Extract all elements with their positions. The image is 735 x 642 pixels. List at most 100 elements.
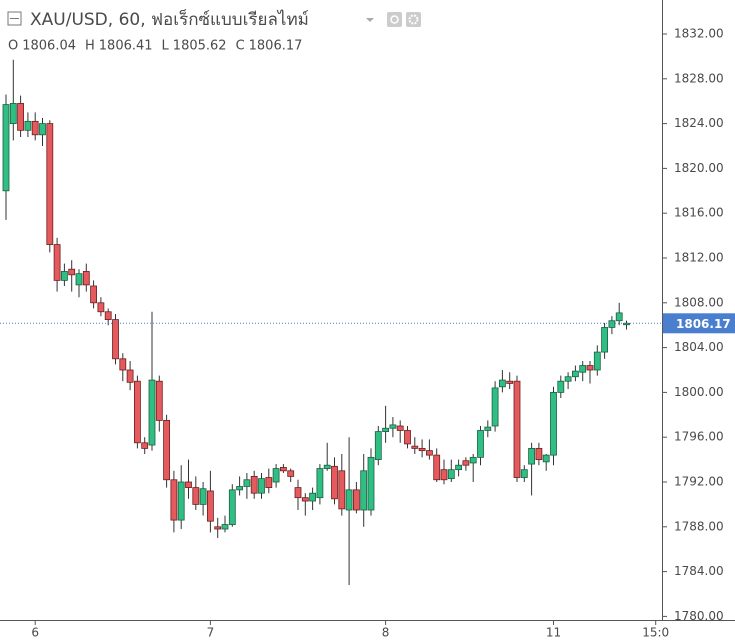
candle-body <box>126 369 134 383</box>
candle-body <box>345 489 353 511</box>
x-tick-label: 15:0 <box>642 626 669 640</box>
candle-body <box>586 365 594 371</box>
candle-body <box>39 123 46 136</box>
candle-body <box>462 460 470 466</box>
candle-body <box>61 271 68 281</box>
candle-body <box>535 447 543 460</box>
candle-body <box>608 320 616 328</box>
candle-body <box>520 469 528 478</box>
y-tick-label: 1812.00 <box>674 251 724 265</box>
candle-body <box>579 365 587 373</box>
legend-value: 1805.62 <box>173 39 227 54</box>
candle-body <box>97 302 105 313</box>
candle-body <box>331 465 338 500</box>
y-tick-label: 1804.00 <box>674 340 724 354</box>
candle-body <box>279 467 287 472</box>
x-tick-label: 7 <box>207 626 215 640</box>
candle-body <box>2 104 10 192</box>
candle-body <box>352 489 360 511</box>
candle-body <box>46 123 54 245</box>
candle-body <box>250 475 258 494</box>
candle-body <box>31 120 39 136</box>
candle-body <box>24 120 32 131</box>
ohlc-legend: O 1806.04 H 1806.41 L 1805.62 C 1806.17 <box>8 39 302 54</box>
candle-body <box>418 447 426 452</box>
x-tick-label: 11 <box>546 626 561 640</box>
candle-body <box>90 285 97 304</box>
candle-body <box>425 450 433 456</box>
candle-body <box>382 427 390 432</box>
y-tick-label: 1792.00 <box>674 475 724 489</box>
candle-body <box>68 268 76 276</box>
y-tick-label: 1788.00 <box>674 519 724 533</box>
plot-area <box>0 59 662 586</box>
candle-body <box>498 379 506 388</box>
chart-title: XAU/USD, 60, ฟอเร็กซ์แบบเรียลไทม์ <box>30 8 309 30</box>
candle-body <box>141 442 149 449</box>
candle-body <box>593 351 601 371</box>
collapse-icon[interactable] <box>7 11 22 26</box>
legend-value: 1806.04 <box>22 39 76 54</box>
candle-body <box>557 380 565 393</box>
candle-body <box>484 426 492 431</box>
y-tick-label: 1796.00 <box>674 430 724 444</box>
candle-body <box>447 469 455 480</box>
candle-body <box>572 370 579 378</box>
candle-body <box>236 486 244 491</box>
candle-body <box>53 244 61 281</box>
candle-body <box>528 447 535 465</box>
settings-button[interactable] <box>406 12 421 27</box>
candle-body <box>389 424 397 429</box>
candle-body <box>170 479 178 521</box>
candle-body <box>360 470 368 511</box>
legend-key: L <box>162 39 170 54</box>
eye-icon <box>390 15 399 24</box>
candle-body <box>316 468 324 499</box>
candle-body <box>411 445 419 449</box>
gear-icon <box>408 14 419 25</box>
candle-body <box>455 464 463 471</box>
dropdown-arrow[interactable] <box>366 18 374 22</box>
candle-body <box>564 376 572 382</box>
last-price-label: 1806.17 <box>676 317 731 331</box>
candle-body <box>177 481 185 521</box>
candle-body <box>133 380 141 444</box>
candle-body <box>301 497 309 502</box>
candle-body <box>9 103 17 125</box>
eye-button[interactable] <box>387 12 402 27</box>
y-tick-label: 1828.00 <box>674 71 724 85</box>
candle-body <box>155 380 163 421</box>
y-tick-label: 1824.00 <box>674 116 724 130</box>
candle-body <box>17 103 25 131</box>
candle-body <box>404 430 411 445</box>
candle-body <box>513 380 521 478</box>
candle-body <box>148 379 156 446</box>
candle-body <box>228 489 236 525</box>
candle-body <box>192 487 200 505</box>
candle-body <box>477 430 484 458</box>
candle-body <box>294 487 302 499</box>
legend-key: O <box>8 39 18 54</box>
candle-body <box>221 524 229 530</box>
candle-body <box>82 271 90 286</box>
y-tick-label: 1784.00 <box>674 564 724 578</box>
y-tick-label: 1780.00 <box>674 609 724 623</box>
legend-key: H <box>85 39 95 54</box>
candle-body <box>440 469 448 481</box>
candle-body <box>206 490 214 522</box>
y-tick-label: 1832.00 <box>674 27 724 41</box>
candle-body <box>433 454 441 481</box>
candle-body <box>287 470 295 477</box>
legend-value: 1806.17 <box>249 39 303 54</box>
candle-body <box>491 387 499 427</box>
candle-body <box>163 419 171 481</box>
candle-body <box>396 425 404 431</box>
candle-body <box>199 488 207 505</box>
candle-body <box>542 454 550 463</box>
legend-key: C <box>236 39 245 54</box>
candle-body <box>104 311 112 321</box>
candle-body <box>272 468 280 483</box>
